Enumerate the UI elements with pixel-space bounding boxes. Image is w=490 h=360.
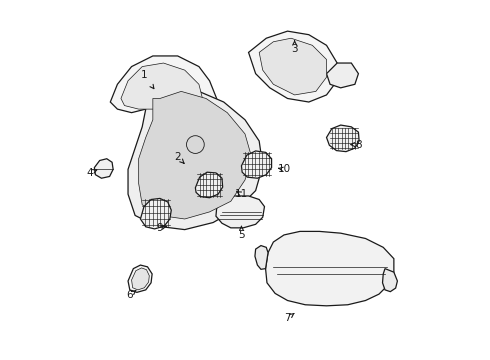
- Polygon shape: [128, 88, 263, 230]
- Polygon shape: [248, 31, 337, 102]
- Polygon shape: [326, 63, 358, 88]
- Polygon shape: [121, 63, 202, 113]
- Text: 7: 7: [284, 313, 294, 323]
- Polygon shape: [326, 125, 359, 152]
- Text: 1: 1: [141, 71, 154, 89]
- Polygon shape: [216, 196, 265, 228]
- Polygon shape: [128, 265, 152, 292]
- Text: 6: 6: [126, 290, 136, 300]
- Text: 2: 2: [174, 152, 184, 163]
- Polygon shape: [383, 269, 397, 292]
- Polygon shape: [95, 159, 113, 178]
- Polygon shape: [259, 38, 326, 95]
- Polygon shape: [132, 268, 149, 290]
- Polygon shape: [141, 198, 172, 229]
- Text: 4: 4: [86, 168, 97, 178]
- Text: 5: 5: [238, 226, 245, 240]
- Text: 8: 8: [351, 140, 362, 149]
- Text: 9: 9: [157, 223, 166, 233]
- Polygon shape: [139, 91, 252, 219]
- Text: 10: 10: [277, 165, 291, 174]
- Polygon shape: [196, 172, 222, 198]
- Text: 11: 11: [235, 189, 248, 199]
- Text: 3: 3: [292, 41, 298, 54]
- Polygon shape: [110, 56, 217, 120]
- Polygon shape: [266, 231, 394, 306]
- Polygon shape: [255, 246, 268, 269]
- Polygon shape: [242, 151, 271, 178]
